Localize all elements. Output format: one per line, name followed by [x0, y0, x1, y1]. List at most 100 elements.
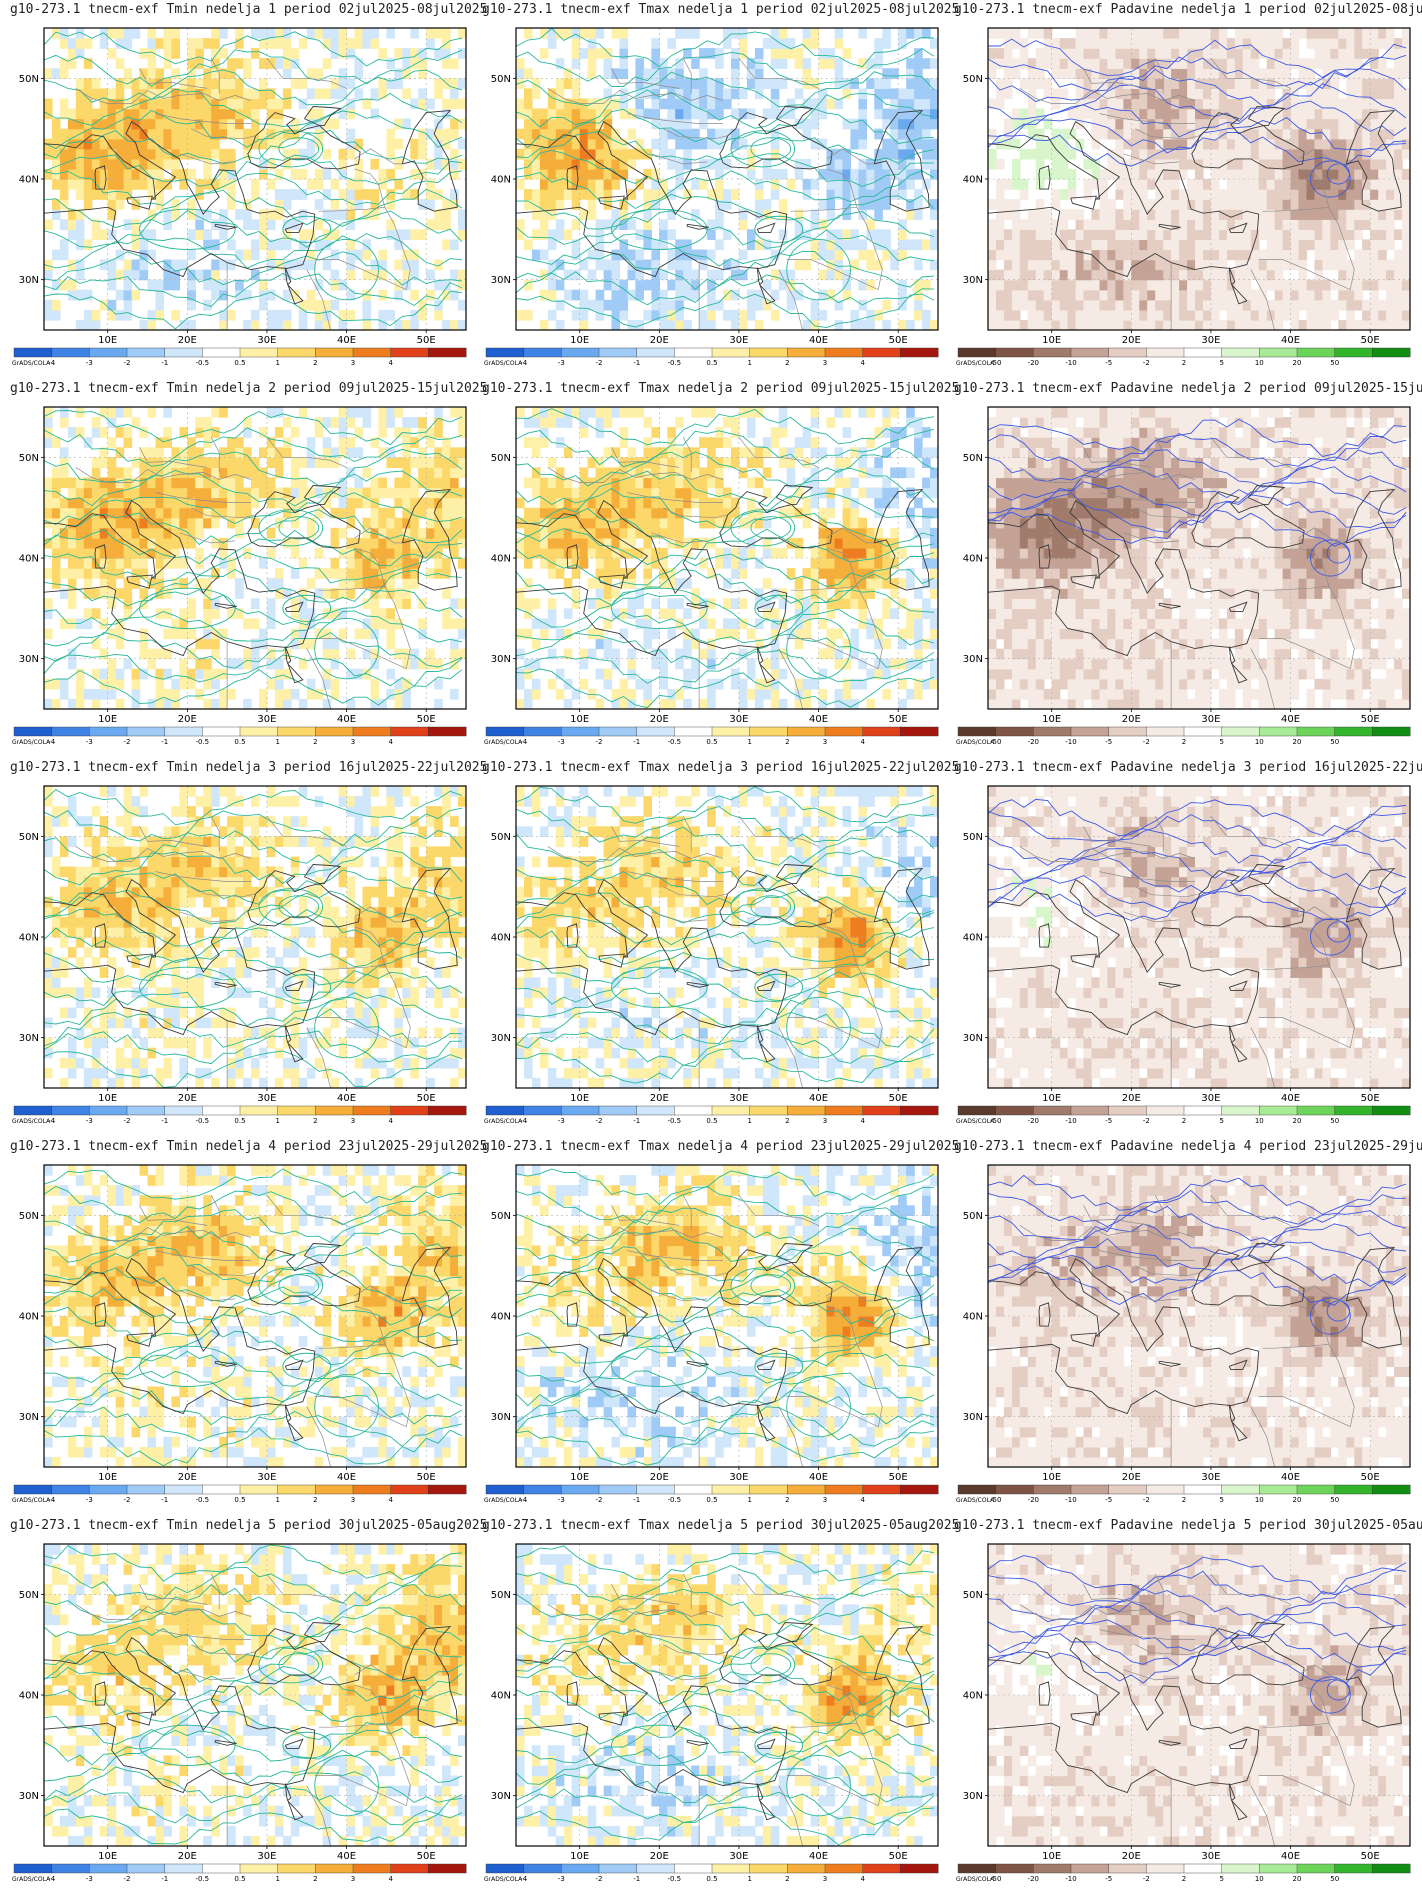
lon-label: 50E — [1361, 714, 1380, 725]
lon-label: 40E — [337, 335, 356, 346]
colorbar-tick: 3 — [823, 1496, 827, 1504]
lon-label: 40E — [809, 1093, 828, 1104]
lat-label: 50N — [491, 832, 511, 843]
colorbar-tick: -1 — [161, 359, 168, 367]
panel-title: g10-273.1 tnecm-exf Padavine nedelja 1 p… — [954, 2, 1422, 17]
lat-label: 30N — [963, 275, 983, 286]
colorbar: -4 -3 -2 -1 -0.5 0.5 1 2 3 4 GrADS/COLA — [484, 347, 939, 367]
lon-label: 40E — [809, 714, 828, 725]
lat-label: 40N — [491, 175, 511, 186]
lat-label: 50N — [963, 832, 983, 843]
map-panel-9: g10-273.1 tnecm-exf Padavine nedelja 3 p… — [954, 758, 1422, 1128]
graticule — [44, 786, 466, 1088]
colorbar-tick: 20 — [1293, 1117, 1302, 1125]
coastlines — [988, 1194, 1402, 1467]
colorbar-tick: 2 — [313, 1875, 317, 1883]
colorbar-tick: 2 — [313, 738, 317, 746]
colorbar-tick: -5 — [1105, 738, 1112, 746]
coastlines — [988, 57, 1402, 330]
colorbar-tick: -2 — [124, 1117, 131, 1125]
anomaly-map: 50N 40N 30N 10E 20E 30E 40E 50E -4 -3 -2 -1 -0.5 0.5 1… — [12, 1164, 467, 1504]
lat-label: 30N — [963, 1412, 983, 1423]
colorbar-tick: 2 — [785, 1117, 789, 1125]
colorbar-tick: 20 — [1293, 738, 1302, 746]
lon-label: 40E — [809, 1851, 828, 1862]
colorbar-tick: -1 — [633, 1496, 640, 1504]
colorbar-tick: 1 — [275, 738, 279, 746]
lon-label: 50E — [417, 335, 436, 346]
colorbar-tick: 4 — [388, 359, 393, 367]
colorbar-tick: 4 — [388, 1496, 393, 1504]
colorbar-tick: 0.5 — [234, 1496, 245, 1504]
colorbar-tick: -50 — [990, 1496, 1001, 1504]
colorbar-tick: -4 — [48, 359, 56, 367]
lon-label: 50E — [1361, 1472, 1380, 1483]
lon-label: 20E — [1122, 1093, 1141, 1104]
lon-label: 20E — [1122, 1472, 1141, 1483]
colorbar-tick: -20 — [1028, 359, 1039, 367]
colorbar-tick: -0.5 — [667, 1117, 681, 1125]
colorbar-tick: 5 — [1219, 359, 1223, 367]
lon-label: 10E — [570, 1472, 589, 1483]
colorbar-tick: 1 — [747, 1496, 751, 1504]
colorbar-tick: -2 — [596, 359, 603, 367]
colorbar-tick: 20 — [1293, 1496, 1302, 1504]
grads-attribution: GrADS/COLA — [12, 1876, 51, 1883]
colorbar-tick: 1 — [275, 1117, 279, 1125]
colorbar: -4 -3 -2 -1 -0.5 0.5 1 2 3 4 GrADS/COLA — [12, 1863, 467, 1883]
colorbar-tick: -4 — [48, 1875, 56, 1883]
colorbar-tick: 4 — [388, 1117, 393, 1125]
colorbar-tick: 0.5 — [706, 738, 717, 746]
anomaly-shading — [516, 786, 938, 1088]
lon-label: 50E — [889, 335, 908, 346]
map-panel-14: g10-273.1 tnecm-exf Tmax nedelja 5 perio… — [482, 1516, 959, 1886]
colorbar-tick: 2 — [1182, 738, 1186, 746]
colorbar-tick: -5 — [1105, 1496, 1112, 1504]
colorbar-tick: -0.5 — [667, 359, 681, 367]
colorbar-tick: -1 — [161, 738, 168, 746]
colorbar-tick: -3 — [86, 359, 93, 367]
map-panel-1: g10-273.1 tnecm-exf Tmin nedelja 1 perio… — [10, 0, 487, 370]
colorbar-tick: 10 — [1255, 359, 1264, 367]
colorbar-tick: 10 — [1255, 1117, 1264, 1125]
colorbar-tick: 10 — [1255, 1875, 1264, 1883]
lon-label: 30E — [257, 714, 276, 725]
colorbar-tick: -0.5 — [195, 359, 209, 367]
colorbar-tick: 4 — [388, 738, 393, 746]
lon-label: 10E — [570, 1851, 589, 1862]
colorbar-tick: -5 — [1105, 359, 1112, 367]
grads-attribution: GrADS/COLA — [484, 1118, 523, 1125]
map-panel-8: g10-273.1 tnecm-exf Tmax nedelja 3 perio… — [482, 758, 959, 1128]
colorbar-tick: 2 — [785, 738, 789, 746]
lon-label: 10E — [1042, 1851, 1061, 1862]
coastlines — [516, 815, 930, 1088]
lon-label: 50E — [1361, 1093, 1380, 1104]
panel-title: g10-273.1 tnecm-exf Padavine nedelja 5 p… — [954, 1518, 1422, 1533]
colorbar-tick: -1 — [161, 1875, 168, 1883]
lat-label: 50N — [963, 453, 983, 464]
lon-label: 40E — [337, 1472, 356, 1483]
colorbar-tick: 0.5 — [706, 1875, 717, 1883]
lat-label: 30N — [963, 654, 983, 665]
lon-label: 50E — [417, 1851, 436, 1862]
climatology-contours — [988, 1174, 1407, 1335]
lat-label: 40N — [963, 554, 983, 565]
colorbar-tick: -3 — [558, 1117, 565, 1125]
colorbar-tick: -4 — [520, 359, 528, 367]
colorbar-tick: 4 — [388, 1875, 393, 1883]
lon-label: 20E — [650, 714, 669, 725]
lon-label: 20E — [178, 1472, 197, 1483]
colorbar-tick: -0.5 — [667, 1875, 681, 1883]
map-panel-15: g10-273.1 tnecm-exf Padavine nedelja 5 p… — [954, 1516, 1422, 1886]
colorbar-tick: -50 — [990, 738, 1001, 746]
lon-label: 20E — [178, 335, 197, 346]
anomaly-shading — [988, 786, 1410, 1088]
anomaly-map: 50N 40N 30N 10E 20E 30E 40E 50E -4 -3 -2 -1 -0.5 0.5 1… — [484, 1543, 939, 1883]
map-panel-3: g10-273.1 tnecm-exf Padavine nedelja 1 p… — [954, 0, 1422, 370]
colorbar-tick: -10 — [1065, 738, 1076, 746]
graticule — [516, 407, 938, 709]
colorbar-tick: 4 — [860, 738, 865, 746]
colorbar-tick: 3 — [823, 359, 827, 367]
grads-attribution: GrADS/COLA — [484, 1497, 523, 1504]
